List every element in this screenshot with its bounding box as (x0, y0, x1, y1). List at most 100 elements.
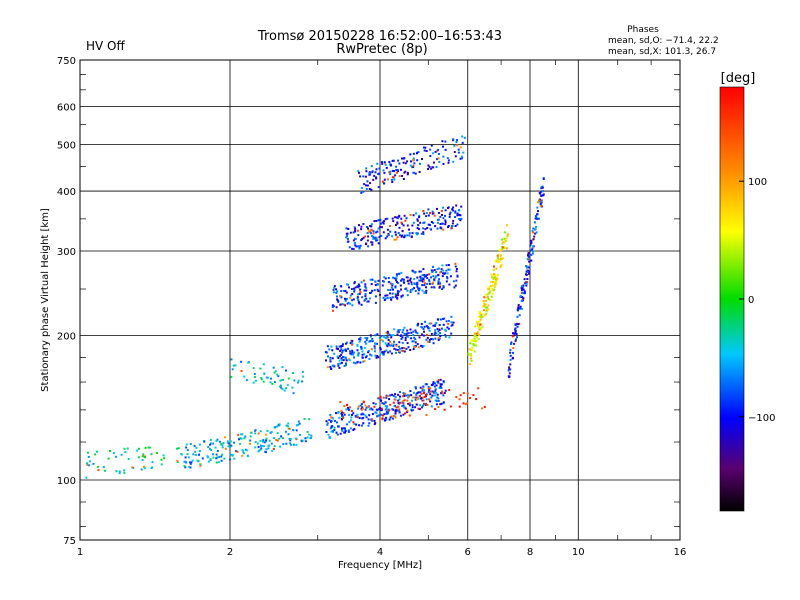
data-point (521, 285, 523, 288)
data-point (450, 225, 453, 227)
data-point (358, 247, 361, 250)
data-point (433, 269, 436, 271)
data-point (381, 180, 384, 183)
data-point (444, 140, 447, 143)
y-tick-label: 300 (57, 247, 76, 258)
data-point (411, 159, 414, 162)
data-point (414, 338, 417, 340)
data-point (215, 440, 218, 442)
data-point (345, 357, 348, 360)
data-point (459, 394, 462, 397)
data-point (514, 339, 517, 342)
data-point (538, 192, 541, 194)
data-point (365, 342, 368, 345)
data-point (386, 294, 389, 297)
data-point (242, 450, 245, 453)
data-point (425, 325, 428, 328)
data-point (367, 424, 370, 427)
data-point (442, 217, 445, 220)
data-point (343, 365, 346, 367)
data-point (384, 297, 387, 300)
data-point (385, 166, 388, 169)
data-point (396, 221, 399, 224)
data-point (359, 404, 362, 407)
data-point (396, 222, 399, 225)
data-point (360, 239, 363, 242)
data-point (440, 268, 443, 271)
data-point (85, 476, 88, 479)
data-point (437, 273, 440, 276)
data-point (426, 274, 429, 276)
data-point (189, 462, 192, 465)
data-point (332, 309, 334, 312)
data-point (297, 379, 300, 382)
data-point (438, 387, 441, 389)
data-point (410, 289, 413, 292)
data-point (497, 257, 500, 259)
data-point (384, 405, 387, 408)
data-point (417, 224, 420, 227)
data-point (226, 440, 229, 443)
data-point (259, 448, 262, 451)
data-point (384, 419, 386, 422)
data-point (287, 433, 290, 436)
data-point (532, 245, 535, 248)
data-point (404, 339, 407, 342)
data-point (380, 234, 383, 237)
data-point (394, 295, 397, 298)
data-point (441, 390, 444, 393)
data-point (484, 293, 487, 296)
data-point (446, 277, 449, 280)
data-point (530, 253, 533, 256)
data-point (362, 175, 365, 178)
data-point (273, 445, 276, 448)
data-point (476, 325, 479, 328)
data-point (241, 433, 244, 436)
data-point (452, 321, 455, 324)
data-point (357, 301, 360, 304)
data-point (503, 246, 506, 249)
data-point (391, 235, 394, 238)
data-point (370, 225, 373, 228)
data-point (336, 295, 338, 298)
data-point (263, 441, 266, 444)
data-point (401, 229, 404, 232)
data-point (444, 148, 447, 151)
data-point (396, 168, 399, 171)
data-point (203, 440, 206, 443)
data-point (155, 452, 158, 454)
data-point (456, 144, 459, 147)
data-point (475, 398, 478, 401)
data-point (388, 409, 391, 412)
data-point (289, 442, 292, 445)
data-point (376, 230, 379, 233)
data-point (534, 217, 537, 220)
data-point (459, 146, 462, 149)
data-point (224, 447, 227, 450)
data-point (404, 337, 407, 339)
data-point (342, 343, 344, 346)
data-point (262, 380, 265, 383)
data-point (515, 333, 518, 335)
data-point (474, 340, 477, 343)
data-point (398, 345, 400, 348)
data-point (409, 164, 412, 167)
data-point (396, 330, 399, 333)
data-point (349, 231, 352, 234)
data-point (533, 235, 536, 238)
data-point (512, 351, 514, 354)
data-point (368, 408, 371, 411)
data-point (279, 445, 282, 448)
data-point (281, 378, 284, 381)
data-point (396, 217, 399, 220)
data-point (392, 334, 395, 336)
data-point (438, 281, 441, 284)
data-point (375, 177, 378, 180)
data-point (395, 351, 397, 354)
data-point (337, 348, 339, 350)
data-point (404, 407, 407, 410)
data-point (246, 454, 249, 457)
data-point (366, 300, 369, 303)
data-point (194, 450, 197, 453)
data-point (253, 373, 256, 375)
